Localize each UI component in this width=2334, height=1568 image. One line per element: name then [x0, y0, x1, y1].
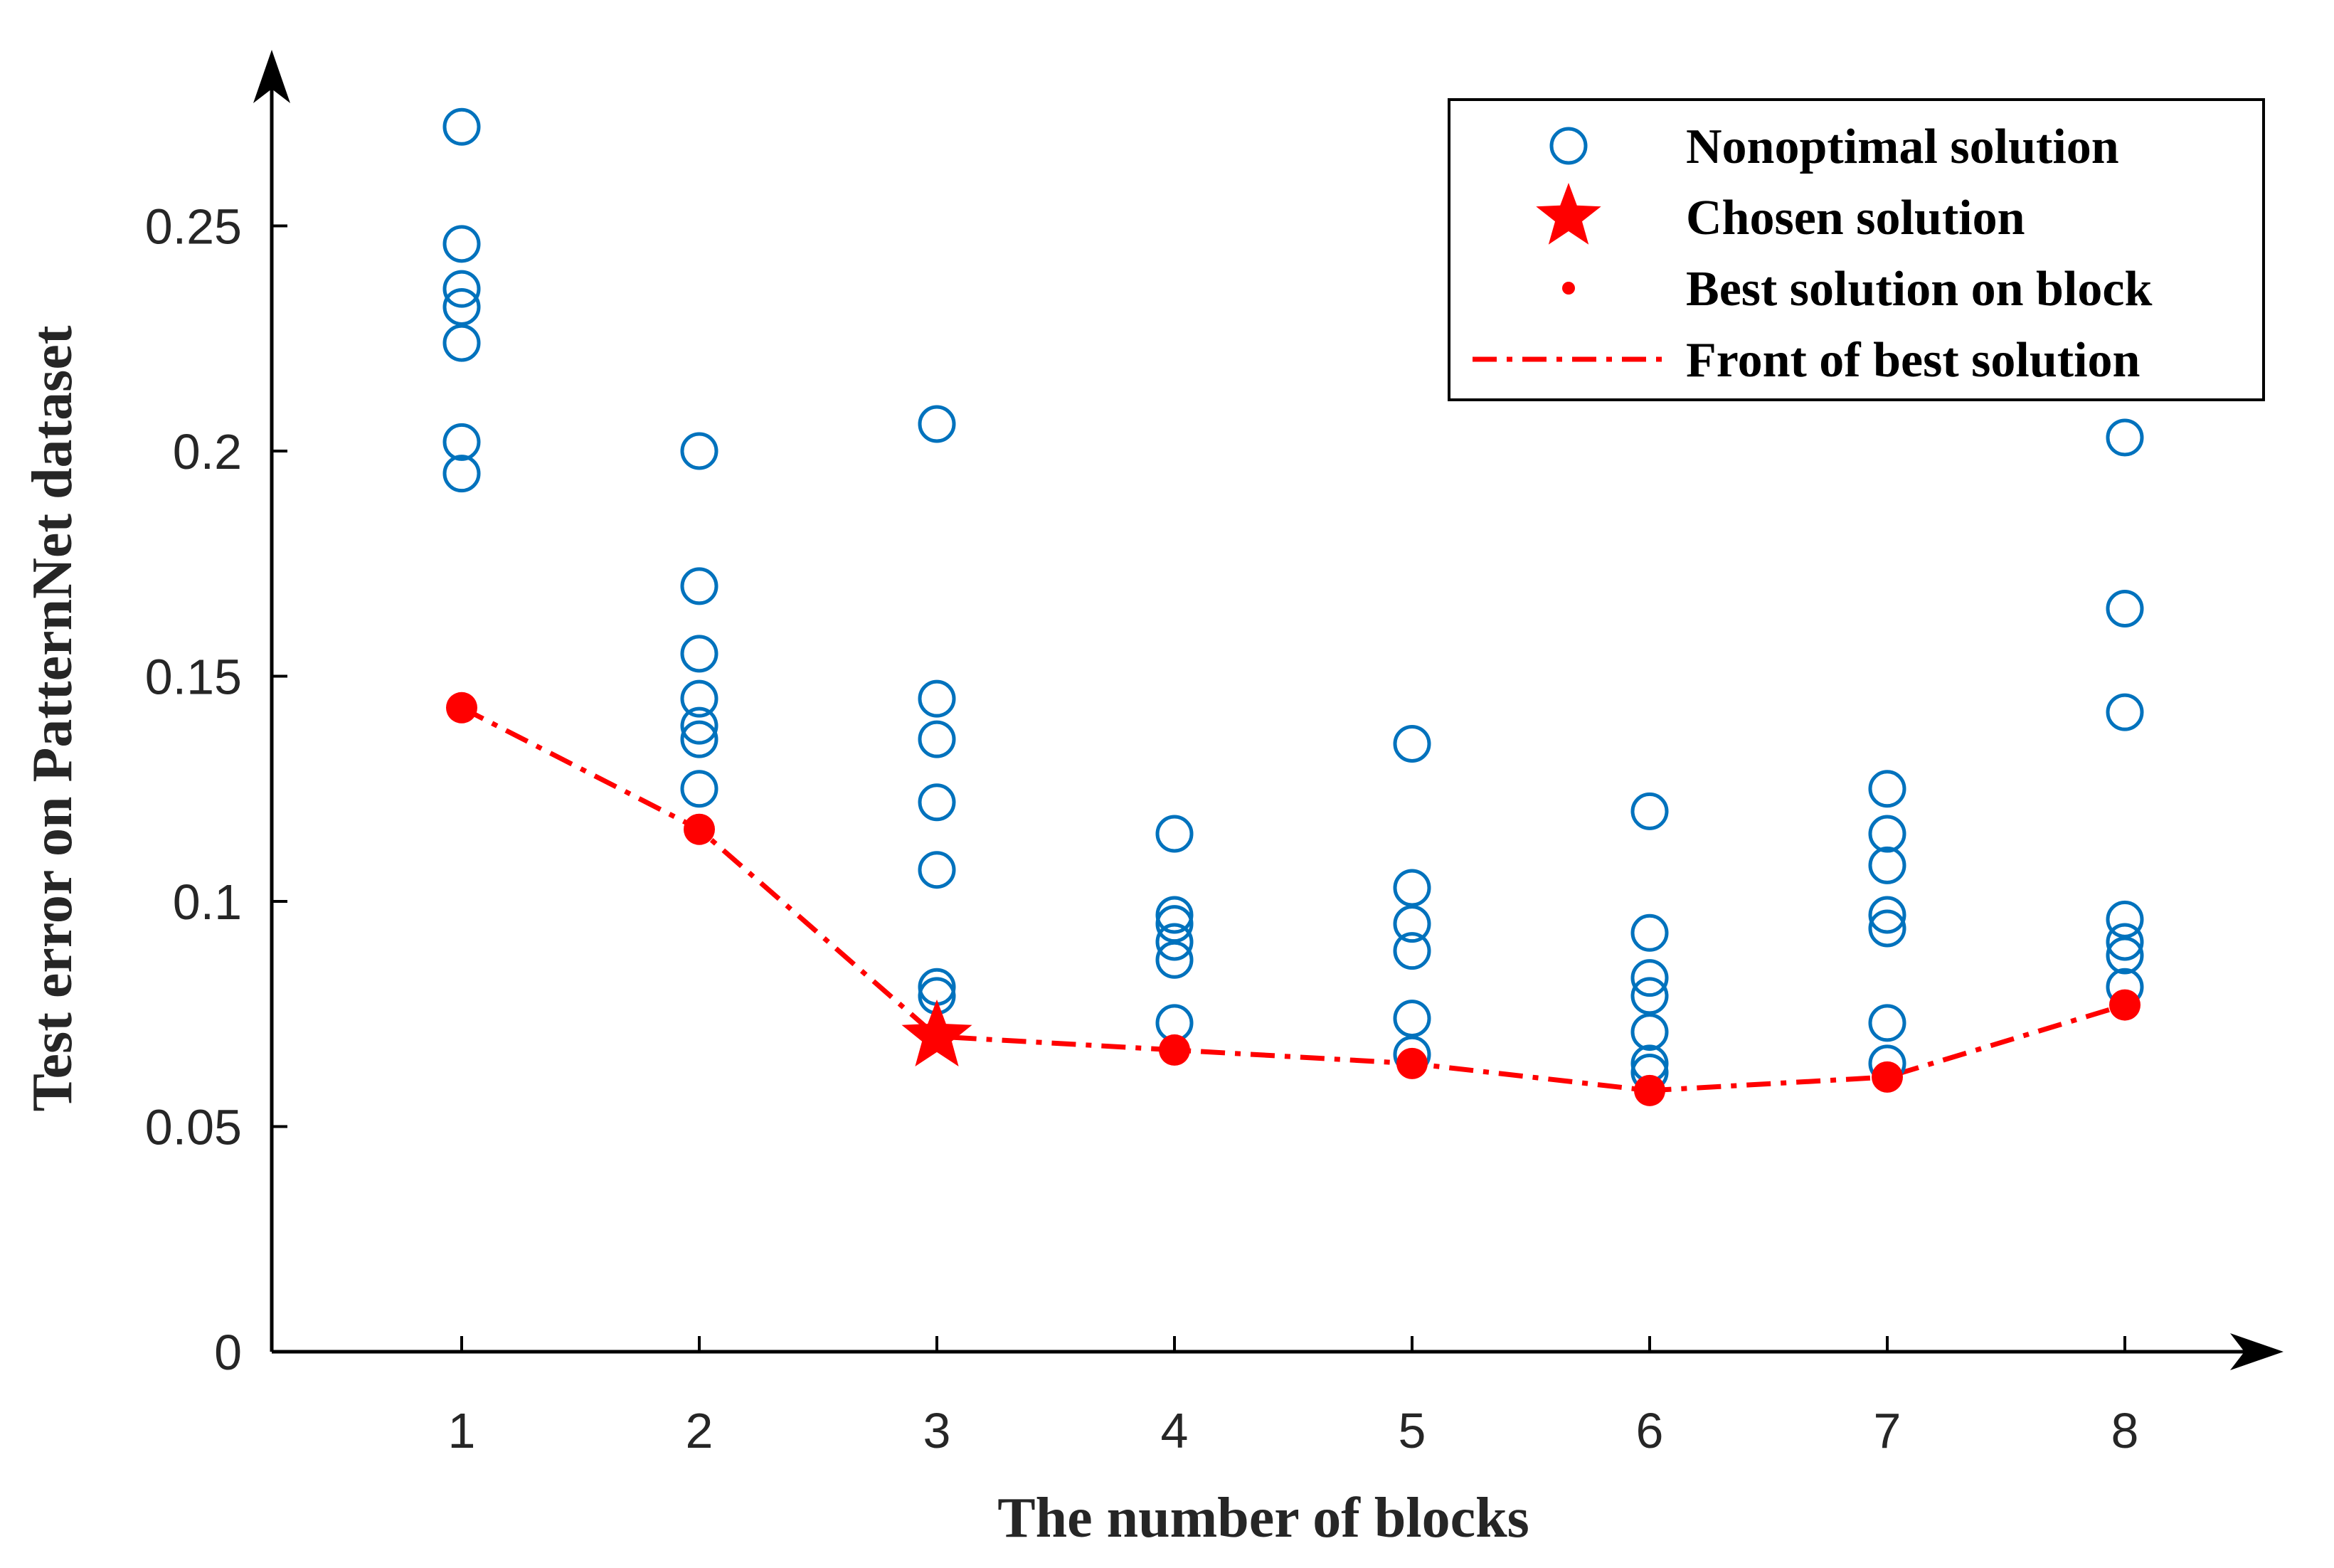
- nonoptimal-solution-point: [680, 770, 718, 808]
- nonoptimal-solution-point: [442, 324, 481, 362]
- nonoptimal-solution-point: [1393, 1000, 1431, 1038]
- y-tick-label: 0: [214, 1325, 242, 1380]
- x-tick-label: 8: [2111, 1403, 2139, 1458]
- axes: 1 2 3 4 5 6 7 8 0 0.05 0.1 0.15 0.2 0.25 The number of…: [21, 50, 2283, 1550]
- nonoptimal-solution-point: [442, 455, 481, 493]
- legend-label: Front of best solution: [1686, 333, 2140, 388]
- nonoptimal-solution-point: [918, 851, 956, 889]
- front-line-layer: [460, 705, 2126, 1093]
- x-tick-label: 3: [923, 1403, 951, 1458]
- nonoptimal-solution-point: [1630, 913, 1669, 952]
- nonoptimal-solution-point: [1868, 846, 1906, 884]
- best-solution-point: [1396, 1047, 1428, 1079]
- nonoptimal-solution-point: [1393, 869, 1431, 907]
- nonoptimal-solution-point: [918, 968, 956, 1006]
- chosen-solution-star: [901, 999, 972, 1066]
- y-tick-label: 0.15: [145, 650, 242, 705]
- nonoptimal-solution-point: [1155, 896, 1194, 934]
- nonoptimal-solution-point: [680, 679, 718, 718]
- nonoptimal-solution-point: [1393, 724, 1431, 763]
- nonoptimal-solution-point: [442, 225, 481, 263]
- data-marks: [442, 107, 2144, 1106]
- nonoptimal-solution-point: [918, 783, 956, 822]
- nonoptimal-solution-point: [918, 720, 956, 758]
- best-solution-point: [1159, 1034, 1190, 1066]
- front-of-best-solution-line: [460, 705, 2126, 1093]
- y-tick-label: 0.1: [173, 874, 242, 930]
- legend-dot-icon: [1562, 282, 1575, 295]
- x-tick-label: 2: [686, 1403, 714, 1458]
- nonoptimal-solution-point: [2106, 590, 2144, 628]
- best-solution-point: [1634, 1074, 1665, 1106]
- x-tick-label: 1: [448, 1403, 476, 1458]
- legend-circle-icon: [1549, 127, 1588, 165]
- nonoptimal-solution-point: [442, 107, 481, 146]
- nonoptimal-solution-point: [442, 270, 481, 308]
- nonoptimal-solution-point: [2106, 936, 2144, 975]
- nonoptimal-solution-point: [1155, 923, 1194, 961]
- x-tick-label: 6: [1636, 1403, 1664, 1458]
- nonoptimal-solution-point: [680, 567, 718, 605]
- nonoptimal-solution-point: [1630, 977, 1669, 1015]
- best-solution-point: [446, 692, 477, 724]
- y-tick-label: 0.25: [145, 199, 242, 255]
- nonoptimal-solution-point: [1393, 905, 1431, 943]
- x-tick-label: 4: [1161, 1403, 1189, 1458]
- nonoptimal-solution-point: [1868, 896, 1906, 934]
- nonoptimal-solution-point: [1868, 770, 1906, 808]
- best-solution-point: [2109, 989, 2141, 1021]
- best-solution-point: [1872, 1061, 1903, 1093]
- nonoptimal-solution-point: [1630, 792, 1669, 830]
- x-axis-arrow-icon: [2230, 1333, 2283, 1370]
- nonoptimal-solution-point: [2106, 923, 2144, 961]
- nonoptimal-solution-point: [1155, 815, 1194, 853]
- nonoptimal-solution-point: [1155, 941, 1194, 979]
- y-axis-label: Test error on PatternNet dataset: [21, 325, 84, 1111]
- legend-label: Best solution on block: [1686, 262, 2152, 317]
- nonoptimal-solution-point: [680, 720, 718, 758]
- nonoptimal-solution-point: [442, 423, 481, 461]
- x-tick-label: 5: [1399, 1403, 1426, 1458]
- legend-star-icon: [1536, 183, 1601, 245]
- x-tick-label: 7: [1874, 1403, 1901, 1458]
- legend-label: Nonoptimal solution: [1686, 120, 2119, 174]
- nonoptimal-solution-point: [1868, 909, 1906, 948]
- nonoptimal-solution-point: [2106, 900, 2144, 938]
- nonoptimal-solution-point: [680, 706, 718, 745]
- nonoptimal-solution-point: [1868, 1004, 1906, 1042]
- legend: Nonoptimal solution Chosen solution Best s…: [1448, 98, 2265, 401]
- nonoptimal-solution-point: [1155, 905, 1194, 943]
- best-solution-point: [684, 813, 715, 845]
- nonoptimal-solution-point: [1393, 932, 1431, 970]
- nonoptimal-solution-point: [1630, 1013, 1669, 1051]
- legend-label: Chosen solution: [1686, 191, 2025, 245]
- nonoptimal-solution-point: [2106, 418, 2144, 457]
- nonoptimal-solution-point: [918, 679, 956, 718]
- nonoptimal-solution-point: [680, 432, 718, 470]
- nonoptimal-solution-point: [918, 405, 956, 443]
- nonoptimal-solution-point: [680, 635, 718, 673]
- y-tick-label: 0.05: [145, 1100, 242, 1155]
- nonoptimal-solution-point: [442, 287, 481, 326]
- x-axis-label: The number of blocks: [997, 1487, 1529, 1550]
- nonoptimal-solution-point: [1868, 815, 1906, 853]
- y-tick-label: 0.2: [173, 424, 242, 480]
- y-axis-arrow-icon: [253, 50, 290, 103]
- nonoptimal-solution-point: [2106, 693, 2144, 731]
- nonoptimal-solution-point: [1630, 959, 1669, 997]
